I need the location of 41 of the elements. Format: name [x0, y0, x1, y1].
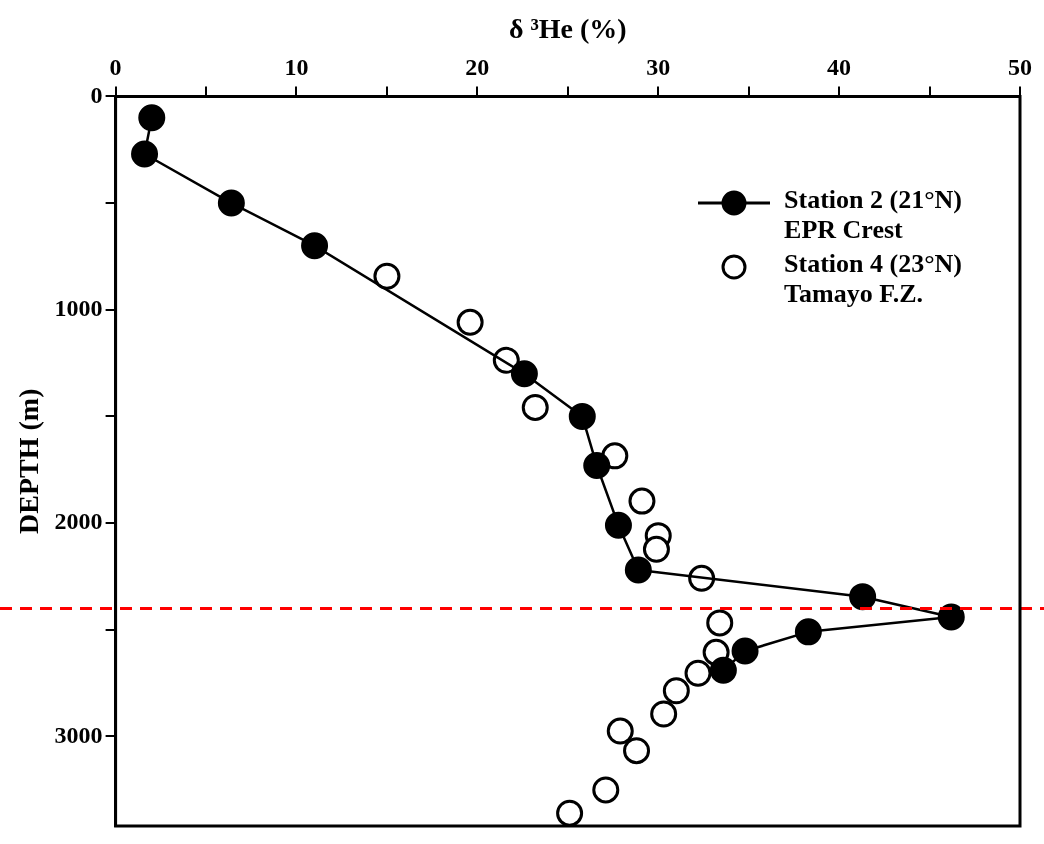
x-tick-label: 50: [1008, 54, 1032, 81]
point: [706, 609, 734, 637]
point: [556, 799, 584, 826]
point: [650, 700, 678, 728]
legend-label: Station 4 (23°N) Tamayo F.Z.: [784, 249, 962, 309]
point: [628, 487, 656, 515]
y-tick-label: 2000: [54, 508, 103, 535]
point: [937, 603, 965, 631]
point: [731, 637, 759, 665]
y-axis-title: DEPTH (m): [13, 388, 45, 534]
point: [592, 776, 620, 804]
point: [604, 511, 632, 539]
point: [373, 262, 401, 290]
point: [623, 737, 651, 765]
legend-label: Station 2 (21°N) EPR Crest: [784, 185, 962, 245]
point: [456, 308, 484, 336]
point: [583, 451, 611, 479]
point: [510, 360, 538, 388]
point: [684, 659, 712, 687]
point: [849, 583, 877, 611]
point: [131, 140, 159, 168]
y-tick-label: 3000: [54, 721, 103, 748]
point: [794, 618, 822, 646]
point: [709, 656, 737, 684]
point: [217, 189, 245, 217]
point: [642, 535, 670, 563]
x-axis-title: δ ³He (%): [508, 13, 627, 45]
point: [662, 677, 690, 705]
x-tick-label: 0: [109, 54, 122, 81]
y-tick-label: 0: [90, 81, 103, 108]
x-tick-label: 40: [827, 54, 852, 81]
x-tick-label: 10: [284, 54, 309, 81]
point: [521, 393, 549, 421]
x-tick-label: 30: [646, 54, 671, 81]
point: [301, 232, 329, 260]
point: [606, 717, 634, 745]
point: [568, 402, 596, 430]
x-tick-label: 20: [465, 54, 490, 81]
y-tick-label: 1000: [54, 294, 103, 321]
point: [138, 104, 166, 132]
point: [624, 556, 652, 584]
